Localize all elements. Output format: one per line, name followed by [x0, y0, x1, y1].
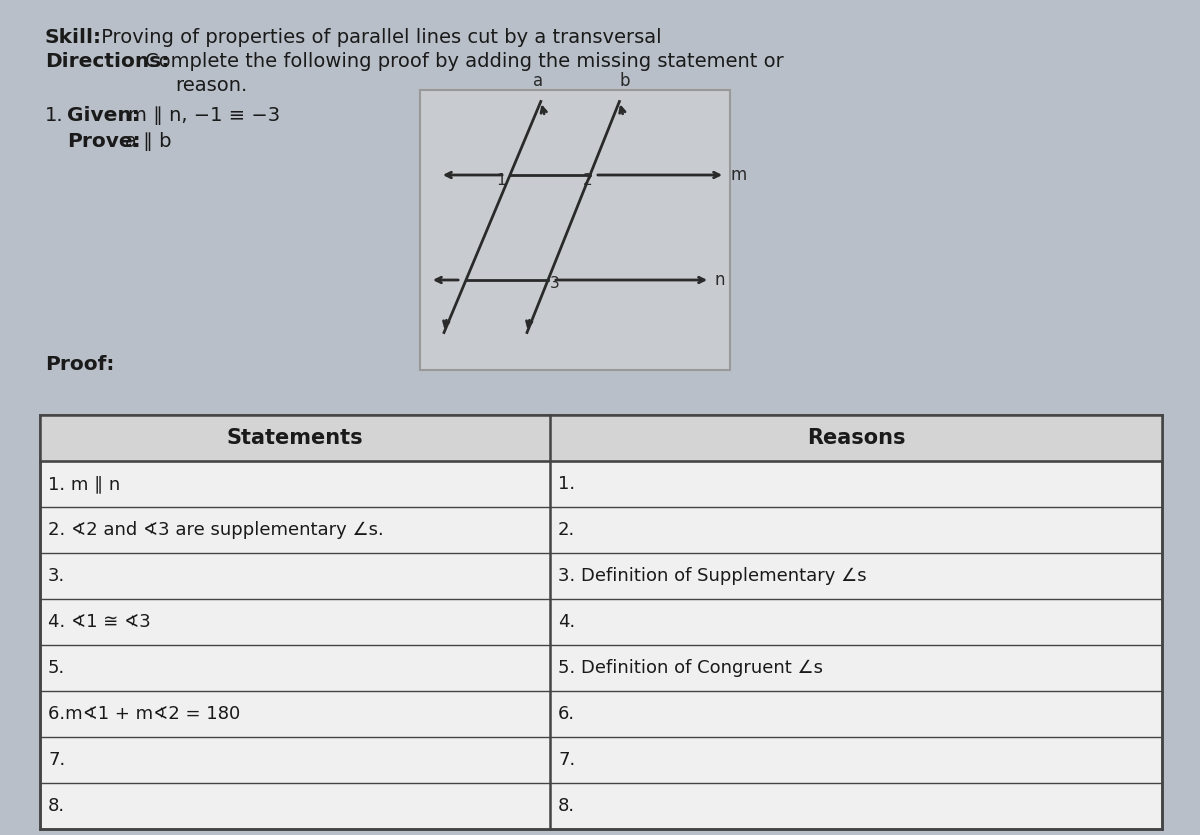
- Text: reason.: reason.: [175, 76, 247, 95]
- Text: 8.: 8.: [558, 797, 575, 815]
- Text: 1.: 1.: [558, 475, 575, 493]
- Text: 6.m∢1 + m∢2 = 180: 6.m∢1 + m∢2 = 180: [48, 705, 240, 723]
- Text: 6.: 6.: [558, 705, 575, 723]
- Text: 1: 1: [496, 173, 505, 188]
- Text: a ∥ b: a ∥ b: [125, 132, 172, 151]
- Text: 3.: 3.: [48, 567, 65, 585]
- Bar: [40, 415, 1162, 829]
- Text: Statements: Statements: [227, 428, 364, 448]
- Text: 7.: 7.: [48, 751, 65, 769]
- Text: 1.: 1.: [46, 106, 64, 125]
- Text: 5. Definition of Congruent ∠s: 5. Definition of Congruent ∠s: [558, 659, 823, 677]
- Text: 2.: 2.: [558, 521, 575, 539]
- Text: Given:: Given:: [67, 106, 139, 125]
- Text: Skill:: Skill:: [46, 28, 102, 47]
- Text: m ∥ n, −1 ≡ −3: m ∥ n, −1 ≡ −3: [128, 106, 280, 125]
- Text: 4.: 4.: [558, 613, 575, 631]
- Bar: [420, 90, 730, 370]
- Text: Complete the following proof by adding the missing statement or: Complete the following proof by adding t…: [145, 52, 784, 71]
- Text: 8.: 8.: [48, 797, 65, 815]
- Text: Prove:: Prove:: [67, 132, 140, 151]
- Text: 7.: 7.: [558, 751, 575, 769]
- Text: 3: 3: [550, 276, 559, 291]
- Bar: [40, 415, 1162, 461]
- Text: 5.: 5.: [48, 659, 65, 677]
- Text: m: m: [730, 166, 746, 184]
- Text: a: a: [533, 72, 542, 89]
- Text: Proof:: Proof:: [46, 355, 114, 374]
- Text: Reasons: Reasons: [806, 428, 905, 448]
- Text: 1. m ∥ n: 1. m ∥ n: [48, 475, 120, 493]
- Text: b: b: [619, 72, 630, 89]
- Text: 3. Definition of Supplementary ∠s: 3. Definition of Supplementary ∠s: [558, 567, 866, 585]
- Text: 4. ∢1 ≅ ∢3: 4. ∢1 ≅ ∢3: [48, 613, 151, 631]
- Text: n: n: [715, 271, 726, 289]
- Text: 2: 2: [583, 173, 593, 188]
- Text: Directions:: Directions:: [46, 52, 169, 71]
- Text: 2. ∢2 and ∢3 are supplementary ∠s.: 2. ∢2 and ∢3 are supplementary ∠s.: [48, 521, 384, 539]
- Text: Proving of properties of parallel lines cut by a transversal: Proving of properties of parallel lines …: [95, 28, 661, 47]
